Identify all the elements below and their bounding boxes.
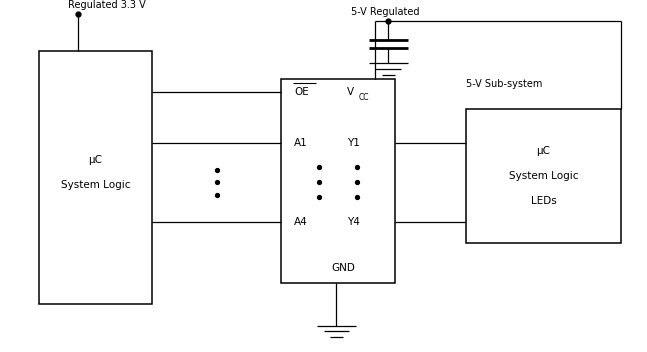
Text: μC: μC <box>89 155 102 165</box>
Bar <box>39 51 152 304</box>
Text: V: V <box>347 87 355 96</box>
Text: GND: GND <box>331 263 355 272</box>
Text: LEDs: LEDs <box>531 196 556 206</box>
Bar <box>466 109 621 243</box>
Text: OE: OE <box>294 87 309 96</box>
Text: Y1: Y1 <box>347 138 360 147</box>
Bar <box>281 79 395 283</box>
Text: μC: μC <box>536 146 551 156</box>
Text: CC: CC <box>358 93 369 102</box>
Text: System Logic: System Logic <box>61 180 130 190</box>
Text: A1: A1 <box>294 138 308 147</box>
Text: A4: A4 <box>294 217 308 227</box>
Text: System Logic: System Logic <box>509 171 578 181</box>
Text: 5-V Sub-system: 5-V Sub-system <box>466 80 542 89</box>
Text: Regulated 3.3 V: Regulated 3.3 V <box>68 0 146 10</box>
Text: 5-V Regulated: 5-V Regulated <box>351 7 420 17</box>
Text: Y4: Y4 <box>347 217 360 227</box>
